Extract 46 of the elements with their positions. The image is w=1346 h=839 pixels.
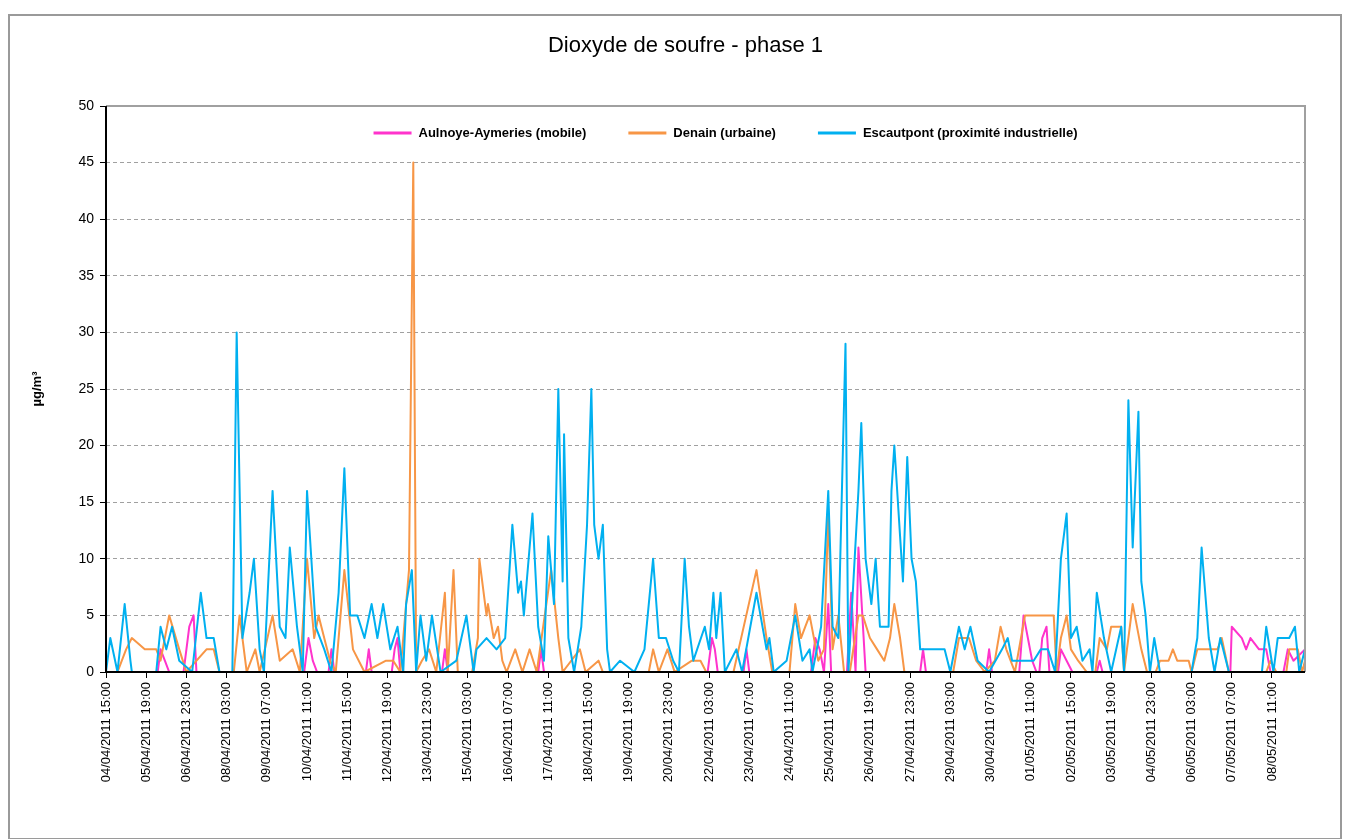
x-tick-label: 25/04/2011 15:00	[821, 682, 837, 783]
x-tick-label: 01/05/2011 11:00	[1022, 682, 1038, 782]
x-tick-label: 04/04/2011 15:00	[97, 682, 113, 783]
y-tick-label: 30	[78, 323, 95, 340]
x-tick-label: 10/04/2011 11:00	[298, 682, 314, 782]
x-tick-label: 05/04/2011 19:00	[137, 682, 153, 783]
x-tick-label: 02/05/2011 15:00	[1062, 682, 1078, 783]
x-tick-label: 17/04/2011 11:00	[539, 682, 555, 782]
x-tick-label: 04/05/2011 23:00	[1142, 682, 1158, 783]
x-tick-label: 07/05/2011 07:00	[1223, 682, 1239, 783]
x-tick-label: 30/04/2011 07:00	[982, 682, 998, 783]
chart-title: Dioxyde de soufre - phase 1	[547, 32, 824, 58]
x-tick-label: 20/04/2011 23:00	[660, 682, 676, 783]
x-tick-label: 06/05/2011 03:00	[1183, 682, 1199, 783]
y-tick-label: 35	[78, 266, 95, 283]
x-tick-label: 16/04/2011 07:00	[499, 682, 515, 783]
y-tick-label: 45	[78, 153, 95, 170]
y-tick-label: 10	[78, 549, 95, 566]
x-tick-label: 03/05/2011 19:00	[1102, 682, 1118, 783]
legend-label: Escautpont (proximité industrielle)	[862, 124, 1078, 140]
legend-label: Aulnoye-Aymeries (mobile)	[418, 124, 587, 140]
x-tick-label: 12/04/2011 19:00	[379, 682, 395, 783]
x-tick-label: 26/04/2011 19:00	[861, 682, 877, 783]
y-axis-title: µg/m³	[29, 370, 45, 407]
x-tick-label: 08/04/2011 03:00	[218, 682, 234, 783]
x-tick-label: 24/04/2011 11:00	[781, 682, 797, 782]
y-tick-label: 0	[86, 662, 95, 679]
x-tick-label: 22/04/2011 03:00	[700, 682, 716, 783]
x-tick-label: 18/04/2011 15:00	[580, 682, 596, 783]
y-tick-label: 20	[78, 436, 95, 453]
y-tick-label: 25	[78, 379, 95, 396]
legend-label: Denain (urbaine)	[673, 124, 776, 140]
x-tick-label: 11/04/2011 15:00	[338, 682, 354, 782]
y-tick-label: 50	[78, 96, 95, 113]
x-tick-label: 19/04/2011 19:00	[620, 682, 636, 783]
x-tick-label: 23/04/2011 07:00	[740, 682, 756, 783]
x-tick-label: 27/04/2011 23:00	[901, 682, 917, 783]
y-tick-label: 5	[86, 606, 95, 623]
y-tick-label: 40	[78, 210, 95, 227]
y-tick-label: 15	[78, 493, 95, 510]
x-tick-label: 08/05/2011 11:00	[1263, 682, 1279, 782]
x-tick-label: 06/04/2011 23:00	[177, 682, 193, 783]
x-tick-label: 29/04/2011 03:00	[941, 682, 957, 783]
x-tick-label: 09/04/2011 07:00	[258, 682, 274, 783]
x-tick-label: 15/04/2011 03:00	[459, 682, 475, 783]
x-tick-label: 13/04/2011 23:00	[419, 682, 435, 783]
